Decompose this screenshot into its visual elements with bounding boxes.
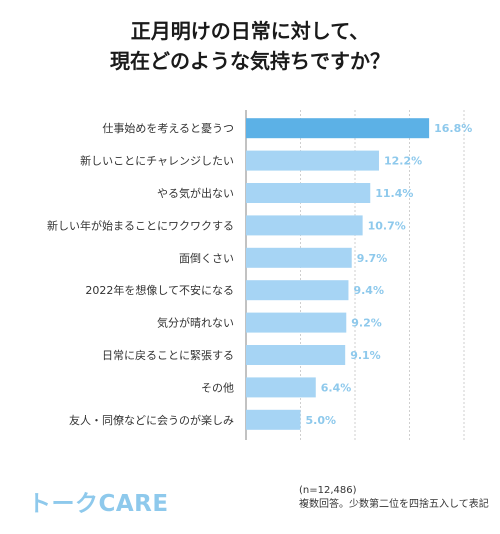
- data-label: 5.0%: [306, 414, 337, 427]
- category-label: やる気が出ない: [157, 186, 234, 200]
- chart-title: 正月明けの日常に対して、 現在どのような気持ちですか？: [0, 16, 500, 76]
- data-label: 12.2%: [384, 155, 422, 168]
- category-label: 新しいことにチャレンジしたい: [80, 154, 234, 168]
- bar: [246, 118, 430, 139]
- bar: [246, 280, 349, 301]
- data-label: 6.4%: [321, 381, 352, 394]
- footnote-sample-size: (n=12,486): [299, 485, 357, 496]
- chart-title-line-1: 正月明けの日常に対して、: [130, 19, 370, 43]
- brand-logo: トークCARE: [28, 491, 169, 517]
- data-label: 9.2%: [351, 317, 382, 330]
- category-label: その他: [201, 381, 234, 394]
- data-label: 9.4%: [353, 284, 384, 297]
- data-label: 16.8%: [434, 122, 472, 135]
- bar: [246, 247, 352, 268]
- chart-title-line-2: 現在どのような気持ちですか？: [110, 49, 390, 73]
- category-label: 新しい年が始まることにワクワクする: [47, 218, 234, 232]
- category-label: 仕事始めを考えると憂うつ: [102, 121, 234, 135]
- category-label: 面倒くさい: [179, 252, 234, 265]
- category-label: 日常に戻ることに緊張する: [102, 349, 234, 362]
- bar: [246, 409, 301, 430]
- category-label: 友人・同僚などに会うのが楽しみ: [69, 413, 234, 427]
- bar: [246, 312, 347, 333]
- category-label: 2022年を想像して不安になる: [85, 283, 234, 297]
- bar: [246, 345, 346, 365]
- category-label: 気分が晴れない: [157, 316, 234, 330]
- data-label: 9.7%: [357, 252, 388, 265]
- footnote-rounding: 複数回答。少数第二位を四捨五入して表記: [299, 499, 489, 510]
- bar: [246, 377, 316, 398]
- bar: [246, 215, 363, 236]
- data-label: 10.7%: [368, 219, 406, 232]
- data-label: 11.4%: [375, 187, 413, 200]
- bar: [246, 183, 371, 203]
- data-label: 9.1%: [350, 349, 381, 362]
- footnote: (n=12,486) 複数回答。少数第二位を四捨五入して表記: [299, 484, 489, 512]
- bar: [246, 150, 379, 171]
